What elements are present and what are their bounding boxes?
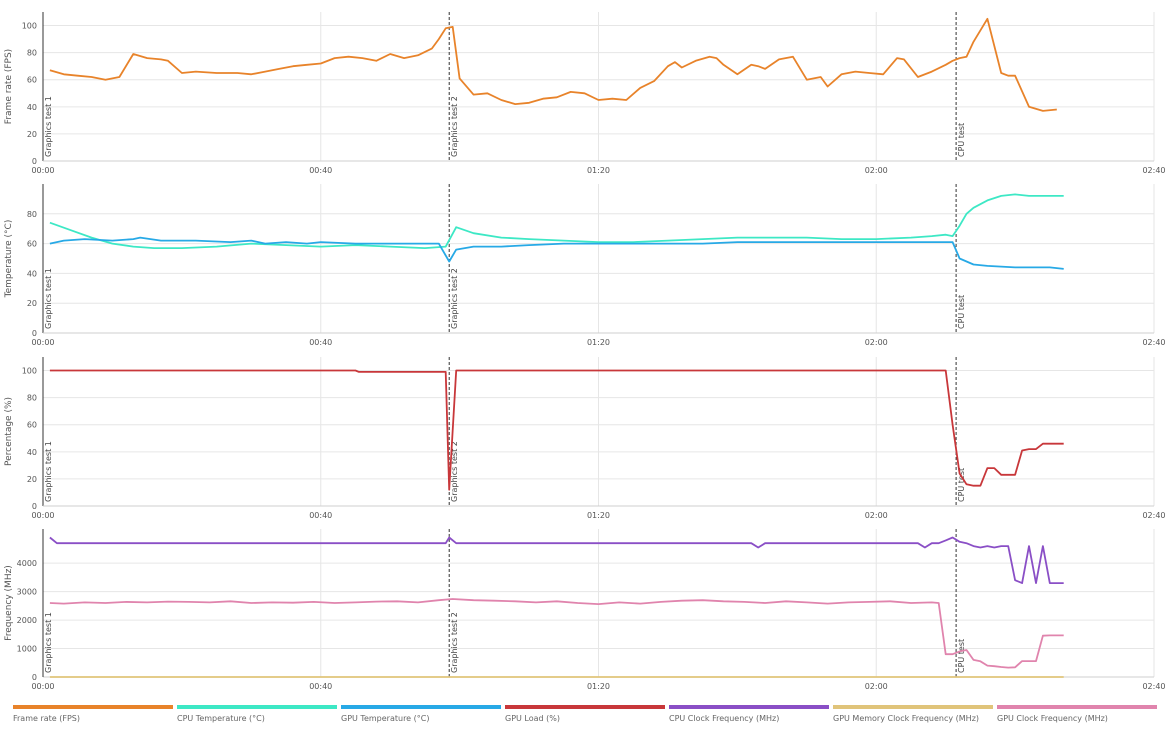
- y-tick-label: 0: [32, 157, 37, 166]
- x-tick-label: 02:40: [1142, 682, 1165, 691]
- legend-swatch: [997, 705, 1157, 709]
- y-tick-label: 0: [32, 502, 37, 511]
- x-tick-label: 02:40: [1142, 166, 1165, 175]
- x-tick-label: 00:00: [31, 338, 54, 347]
- legend-swatch: [177, 705, 337, 709]
- marker-label: CPU test: [957, 468, 966, 502]
- x-tick-label: 00:40: [309, 511, 332, 520]
- legend-swatch: [341, 705, 501, 709]
- y-tick-label: 80: [27, 210, 37, 219]
- marker-label: Graphics test 1: [44, 96, 53, 157]
- legend-swatch: [13, 705, 173, 709]
- x-tick-label: 01:20: [587, 682, 610, 691]
- x-tick-label: 00:40: [309, 166, 332, 175]
- y-axis-label: Percentage (%): [4, 397, 14, 466]
- series-line: [49, 369, 1064, 491]
- legend: Frame rate (FPS) CPU Temperature (°C) GPU …: [13, 705, 1157, 723]
- x-tick-label: 02:00: [865, 166, 888, 175]
- y-tick-label: 100: [22, 22, 37, 31]
- legend-swatch: [833, 705, 993, 709]
- marker-label: Graphics test 2: [450, 268, 459, 329]
- legend-label: CPU Clock Frequency (MHz): [669, 714, 779, 723]
- x-tick-label: 00:40: [309, 338, 332, 347]
- y-tick-label: 1000: [17, 645, 37, 654]
- x-tick-label: 02:00: [865, 511, 888, 520]
- y-tick-label: 20: [27, 475, 37, 484]
- y-tick-label: 80: [27, 49, 37, 58]
- legend-label: CPU Temperature (°C): [177, 714, 265, 723]
- x-tick-label: 02:00: [865, 682, 888, 691]
- legend-swatch: [505, 705, 665, 709]
- y-tick-label: 80: [27, 394, 37, 403]
- marker-label: Graphics test 1: [44, 612, 53, 673]
- legend-label: GPU Clock Frequency (MHz): [997, 714, 1108, 723]
- marker-label: Graphics test 1: [44, 441, 53, 502]
- y-tick-label: 2000: [17, 616, 37, 625]
- marker-label: Graphics test 1: [44, 268, 53, 329]
- y-axis-label: Frequency (MHz): [4, 565, 14, 641]
- y-tick-label: 60: [27, 421, 37, 430]
- y-tick-label: 3000: [17, 588, 37, 597]
- x-tick-label: 00:00: [31, 682, 54, 691]
- marker-label: CPU test: [957, 295, 966, 329]
- legend-label: GPU Memory Clock Frequency (MHz): [833, 714, 979, 723]
- series-line: [49, 536, 1064, 584]
- legend-label: GPU Temperature (°C): [341, 714, 429, 723]
- panel-3: 0 20 40 60 80 100 00:00 00:40 01:20 02:00 02:40 Per…: [4, 357, 1166, 520]
- series-line: [49, 598, 1064, 669]
- y-tick-label: 0: [32, 329, 37, 338]
- marker-label: Graphics test 2: [450, 612, 459, 673]
- panel-2: 0 20 40 60 80 00:00 00:40 01:20 02:00 02:40 Temper…: [4, 184, 1166, 347]
- panel-4: 0 1000 2000 3000 4000 00:00 00:40 01:20 02:00 02:…: [4, 529, 1166, 691]
- x-tick-label: 02:40: [1142, 511, 1165, 520]
- y-tick-label: 60: [27, 76, 37, 85]
- legend-label: Frame rate (FPS): [13, 714, 80, 723]
- marker-label: Graphics test 2: [450, 441, 459, 502]
- x-tick-label: 02:40: [1142, 338, 1165, 347]
- series-line: [49, 193, 1064, 250]
- series-line: [49, 17, 1057, 112]
- panel-1: 0 20 40 60 80 100 00:00 00:40 01:20 02:00 02:40 Fra…: [4, 12, 1166, 175]
- y-tick-label: 0: [32, 673, 37, 682]
- y-tick-label: 40: [27, 269, 37, 278]
- x-tick-label: 01:20: [587, 338, 610, 347]
- legend-label: GPU Load (%): [505, 714, 560, 723]
- marker-label: CPU test: [957, 639, 966, 673]
- x-tick-label: 02:00: [865, 338, 888, 347]
- legend-swatch: [669, 705, 829, 709]
- y-axis-label: Temperature (°C): [4, 220, 14, 299]
- y-tick-label: 4000: [17, 559, 37, 568]
- marker-label: Graphics test 2: [450, 96, 459, 157]
- x-tick-label: 00:00: [31, 166, 54, 175]
- y-tick-label: 60: [27, 240, 37, 249]
- y-tick-label: 40: [27, 103, 37, 112]
- x-tick-label: 00:40: [309, 682, 332, 691]
- x-tick-label: 00:00: [31, 511, 54, 520]
- y-tick-label: 40: [27, 448, 37, 457]
- series-line: [49, 236, 1064, 270]
- x-tick-label: 01:20: [587, 166, 610, 175]
- x-tick-label: 01:20: [587, 511, 610, 520]
- y-tick-label: 20: [27, 299, 37, 308]
- marker-label: CPU test: [957, 123, 966, 157]
- y-tick-label: 100: [22, 367, 37, 376]
- y-tick-label: 20: [27, 130, 37, 139]
- y-axis-label: Frame rate (FPS): [4, 49, 14, 124]
